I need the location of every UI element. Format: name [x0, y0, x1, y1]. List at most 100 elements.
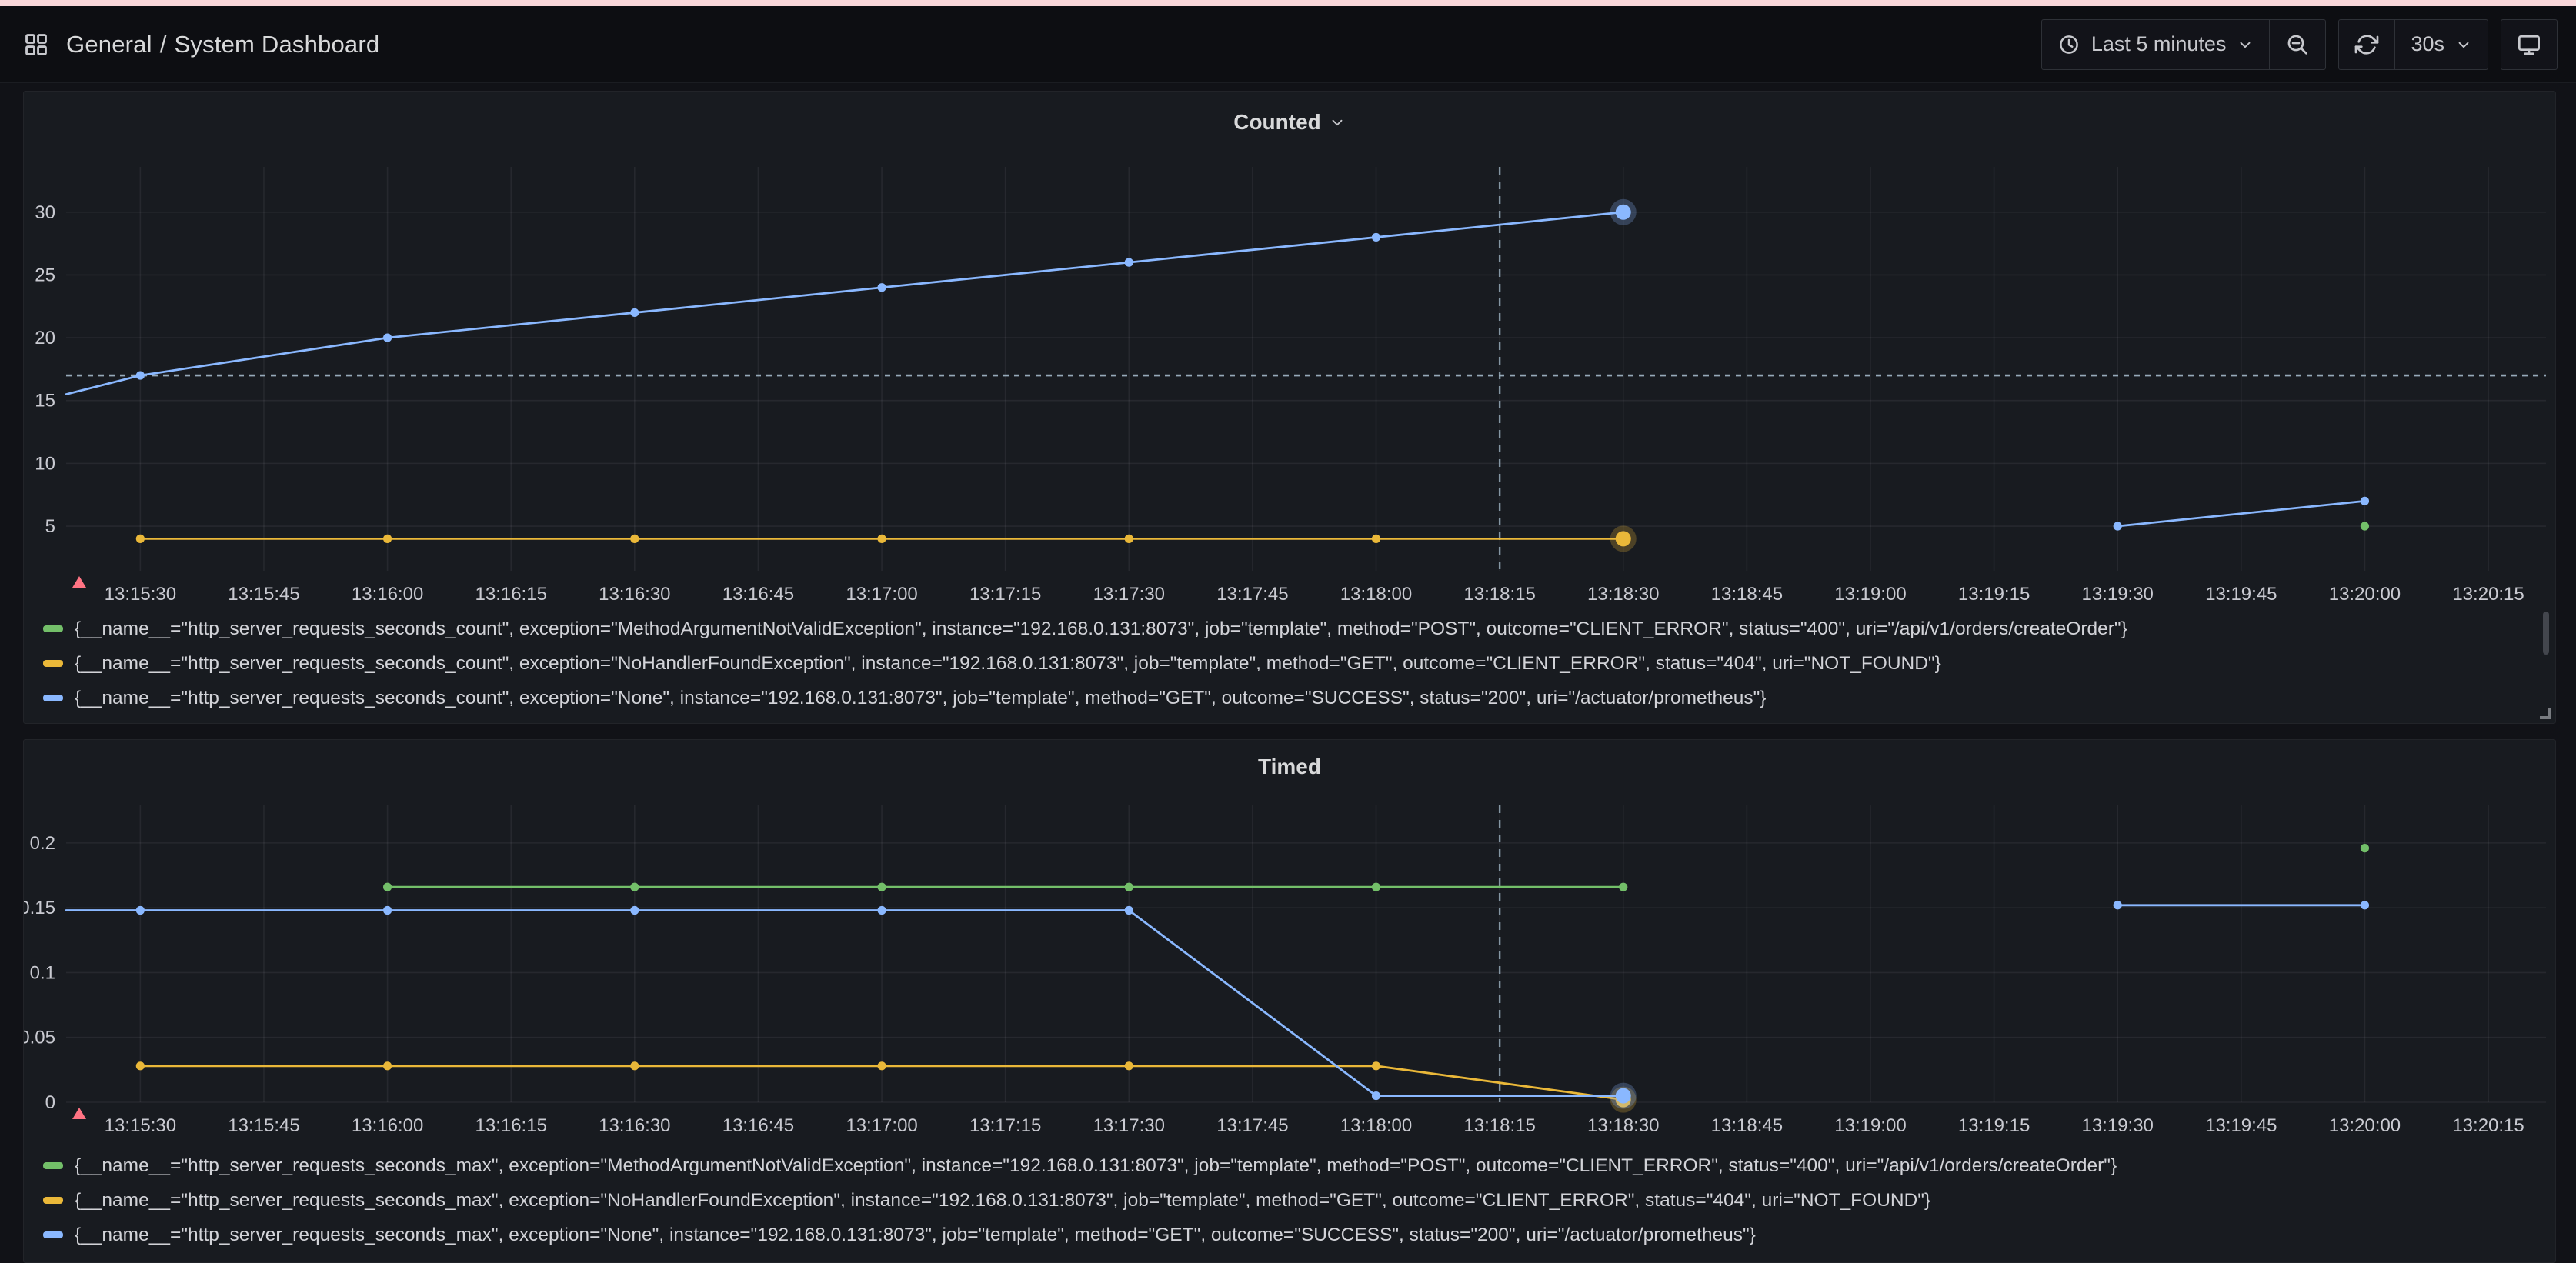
- panel-counted-header[interactable]: Counted: [24, 92, 2555, 153]
- panel-resize-handle[interactable]: [2540, 708, 2551, 719]
- x-axis-tick-label: 13:15:45: [228, 1115, 299, 1136]
- legend-swatch: [43, 660, 63, 667]
- time-range-label: Last 5 minutes: [2090, 32, 2227, 55]
- zoom-out-icon: [2285, 32, 2310, 57]
- y-axis-tick-label: 10: [35, 453, 55, 474]
- data-point: [1124, 882, 1133, 891]
- browser-notification-strip: [0, 0, 2576, 6]
- legend-scrollbar-thumb[interactable]: [2543, 612, 2549, 655]
- x-axis-tick-label: 13:16:15: [475, 584, 547, 605]
- y-axis-tick-label: 0.05: [24, 1028, 55, 1048]
- data-point: [877, 534, 886, 543]
- breadcrumb-dashboard[interactable]: System Dashboard: [174, 30, 380, 58]
- x-axis-tick-label: 13:18:30: [1587, 584, 1659, 605]
- x-axis-tick-label: 13:15:45: [228, 584, 299, 605]
- legend-item[interactable]: {__name__="http_server_requests_seconds_…: [43, 1148, 2555, 1183]
- data-point: [1124, 905, 1133, 915]
- legend-item[interactable]: {__name__="http_server_requests_seconds_…: [43, 681, 2555, 715]
- data-point: [2360, 522, 2370, 531]
- y-axis-tick-label: 20: [35, 328, 55, 348]
- x-axis-tick-label: 13:16:45: [722, 584, 794, 605]
- refresh-button[interactable]: [2339, 20, 2394, 69]
- y-axis-tick-label: 0.1: [30, 962, 55, 983]
- x-axis-tick-label: 13:16:00: [352, 584, 423, 605]
- data-point: [2360, 844, 2370, 853]
- data-point: [382, 333, 392, 342]
- panel-counted-title[interactable]: Counted: [1233, 110, 1321, 134]
- data-point: [2360, 496, 2370, 505]
- data-point: [1371, 232, 1381, 242]
- x-axis-tick-label: 13:16:30: [599, 1115, 670, 1136]
- breadcrumb[interactable]: General / System Dashboard: [23, 31, 379, 58]
- data-point: [1124, 1061, 1133, 1071]
- x-axis-tick-label: 13:20:00: [2329, 584, 2401, 605]
- highlighted-point: [1615, 531, 1631, 547]
- x-axis-tick-label: 13:19:30: [2081, 1115, 2153, 1136]
- timed-chart-canvas[interactable]: 13:15:30 13:15:45 13:16:00 13:16:15 13:16:30…: [24, 794, 2555, 1144]
- y-axis-tick-label: 0.2: [30, 833, 55, 854]
- x-axis-tick-label: 13:18:45: [1711, 584, 1783, 605]
- data-point: [630, 308, 639, 318]
- apps-grid-icon: [23, 32, 49, 58]
- data-point: [382, 1061, 392, 1071]
- refresh-interval-label: 30s: [2411, 32, 2444, 55]
- x-axis-tick-label: 13:20:15: [2452, 1115, 2524, 1136]
- zoom-out-button[interactable]: [2269, 19, 2325, 69]
- gridlines: [66, 805, 2546, 1103]
- dashboard-nav-bar: General / System Dashboard Last 5 minutes: [0, 6, 2576, 83]
- x-axis-tick-label: 13:16:15: [475, 1115, 547, 1136]
- monitor-icon: [2517, 32, 2541, 57]
- legend-label: {__name__="http_server_requests_seconds_…: [75, 1224, 1756, 1245]
- panel-timed: Timed 13:15:30 13:15:45 13:16:00 13:16:15 13…: [23, 739, 2556, 1263]
- legend-label: {__name__="http_server_requests_seconds_…: [75, 652, 1941, 674]
- red-triangle-marker: [72, 576, 86, 588]
- clock-icon: [2057, 33, 2080, 56]
- x-axis-tick-label: 13:18:15: [1463, 1115, 1535, 1136]
- panel-counted: Counted 13:15:30 13:15:45 13:16:00 13:16:15…: [23, 91, 2556, 724]
- counted-chart-canvas[interactable]: 13:15:30 13:15:45 13:16:00 13:16:15 13:16:30…: [24, 153, 2555, 607]
- chevron-down-icon: [2455, 36, 2472, 53]
- x-axis-tick-label: 13:18:15: [1463, 584, 1535, 605]
- timed-legend: {__name__="http_server_requests_seconds_…: [24, 1144, 2555, 1252]
- legend-item[interactable]: {__name__="http_server_requests_seconds_…: [43, 1183, 2555, 1218]
- x-axis-tick-label: 13:17:30: [1093, 1115, 1165, 1136]
- x-axis-tick-label: 13:18:00: [1340, 584, 1412, 605]
- series-status-400-count: [2360, 522, 2370, 531]
- breadcrumb-separator: /: [159, 30, 167, 58]
- legend-swatch: [43, 625, 63, 632]
- legend-item[interactable]: {__name__="http_server_requests_seconds_…: [43, 612, 2555, 646]
- data-point: [135, 1061, 145, 1071]
- data-point: [877, 882, 886, 891]
- chevron-down-icon: [2237, 36, 2254, 53]
- breadcrumb-folder[interactable]: General: [66, 30, 152, 58]
- legend-item[interactable]: {__name__="http_server_requests_seconds_…: [43, 1218, 2555, 1252]
- highlighted-point: [1615, 204, 1631, 220]
- kiosk-mode-button[interactable]: [2501, 20, 2557, 69]
- counted-legend: {__name__="http_server_requests_seconds_…: [24, 607, 2555, 715]
- legend-label: {__name__="http_server_requests_seconds_…: [75, 1155, 2117, 1176]
- x-axis-tick-label: 13:15:30: [105, 1115, 176, 1136]
- panel-timed-header[interactable]: Timed: [24, 740, 2555, 794]
- x-axis-tick-label: 13:17:45: [1216, 1115, 1288, 1136]
- panel-timed-title[interactable]: Timed: [1258, 755, 1321, 778]
- y-axis-tick-label: 0: [45, 1092, 55, 1113]
- data-point: [2113, 901, 2122, 910]
- y-axis-tick-label: 25: [35, 265, 55, 285]
- legend-label: {__name__="http_server_requests_seconds_…: [75, 618, 2127, 639]
- time-range-picker-button[interactable]: Last 5 minutes: [2042, 20, 2270, 69]
- data-point: [1124, 258, 1133, 267]
- legend-swatch: [43, 1197, 63, 1204]
- data-point: [630, 1061, 639, 1071]
- x-axis-tick-label: 13:19:00: [1834, 584, 1906, 605]
- x-axis-tick-label: 13:19:15: [1958, 584, 2030, 605]
- refresh-group: 30s: [2338, 18, 2488, 70]
- page-title: General / System Dashboard: [66, 31, 379, 58]
- data-point: [382, 534, 392, 543]
- refresh-interval-dropdown[interactable]: 30s: [2394, 19, 2488, 69]
- x-axis-tick-label: 13:16:45: [722, 1115, 794, 1136]
- legend-item[interactable]: {__name__="http_server_requests_seconds_…: [43, 646, 2555, 681]
- y-axis-tick-label: 5: [45, 516, 55, 537]
- x-axis-tick-label: 13:18:45: [1711, 1115, 1783, 1136]
- series-status-400-max: [382, 844, 2370, 891]
